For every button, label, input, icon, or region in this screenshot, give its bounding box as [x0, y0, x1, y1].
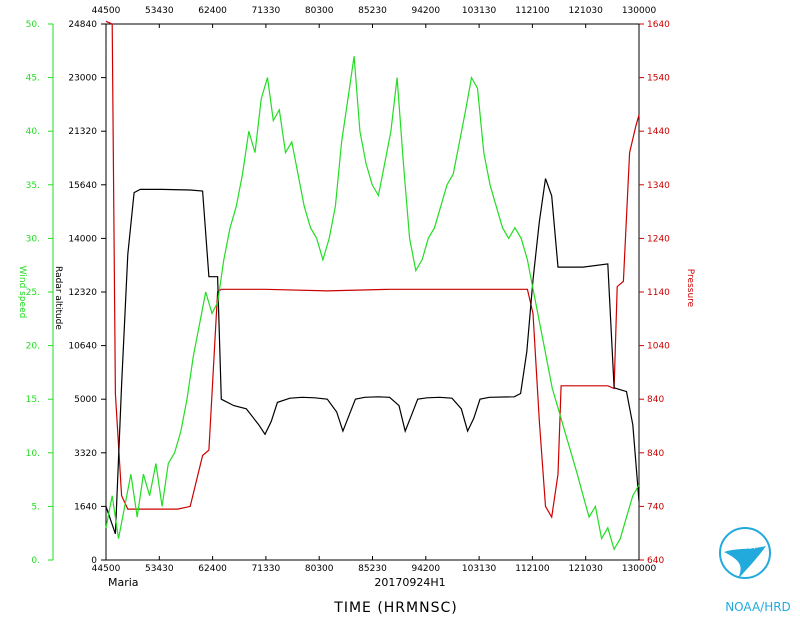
- wind-axis-title: Wind speed: [17, 266, 27, 319]
- wind-tick-label: 50.: [26, 20, 40, 30]
- altitude-tick-label: 21320: [68, 127, 97, 137]
- x-tick-label-bottom: 80300: [305, 564, 334, 574]
- x-tick-label-top: 85230: [358, 6, 387, 16]
- wind-tick-label: 35.: [26, 181, 40, 191]
- x-tick-label-top: 103130: [462, 6, 497, 16]
- pressure-tick-label: 1640: [647, 20, 670, 30]
- altitude-tick-label: 0: [91, 556, 97, 566]
- altitude-tick-label: 10640: [68, 342, 97, 352]
- x-tick-label-bottom: 53430: [145, 564, 174, 574]
- pressure-tick-label: 1540: [647, 74, 670, 84]
- noaa-hrd-label: NOAA/HRD: [725, 600, 791, 614]
- x-tick-label-bottom: 94200: [411, 564, 440, 574]
- altitude-tick-label: 15640: [68, 181, 97, 191]
- series-line-altitude: [105, 178, 640, 535]
- x-tick-label-top: 71330: [252, 6, 281, 16]
- altitude-tick-label: 12320: [68, 288, 97, 298]
- x-tick-label-bottom: 103130: [462, 564, 497, 574]
- x-tick-label-bottom: 121030: [569, 564, 604, 574]
- x-axis-title: TIME (HRMNSC): [333, 600, 457, 616]
- altitude-tick-label: 14000: [68, 234, 97, 244]
- pressure-tick-label: 840: [647, 449, 664, 459]
- tick-layer: 0. 5. 10. 15. 20. 25. 30. 35. 40. 45. 50. 0 1640 3320…: [26, 6, 671, 574]
- wind-tick-label: 30.: [26, 234, 40, 244]
- pressure-tick-label: 1140: [647, 288, 670, 298]
- x-tick-label-bottom: 112100: [515, 564, 550, 574]
- x-tick-label-bottom: 71330: [252, 564, 281, 574]
- pressure-tick-label: 840: [647, 395, 664, 405]
- wind-tick-label: 10.: [26, 449, 40, 459]
- altitude-tick-label: 23000: [68, 74, 97, 84]
- wind-tick-label: 20.: [26, 342, 40, 352]
- altitude-tick-label: 3320: [74, 449, 97, 459]
- altitude-tick-label: 5000: [74, 395, 97, 405]
- noaa-bird-icon: [724, 546, 766, 579]
- wind-tick-label: 0.: [31, 556, 40, 566]
- x-tick-label-top: 94200: [411, 6, 440, 16]
- series-line-wind: [105, 56, 640, 551]
- pressure-tick-label: 1340: [647, 181, 670, 191]
- x-tick-label-top: 80300: [305, 6, 334, 16]
- x-tick-label-bottom: 62400: [198, 564, 227, 574]
- altitude-tick-label: 24840: [68, 20, 97, 30]
- wind-tick-label: 40.: [26, 127, 40, 137]
- x-tick-label-bottom: 85230: [358, 564, 387, 574]
- wind-tick-label: 15.: [26, 395, 40, 405]
- x-tick-label-top: 121030: [569, 6, 604, 16]
- noaa-emblem-icon: [719, 527, 771, 579]
- plot-frame: [105, 23, 640, 561]
- pressure-tick-label: 740: [647, 502, 664, 512]
- pressure-tick-label: 1240: [647, 234, 670, 244]
- pressure-axis-title: Pressure: [685, 269, 695, 308]
- pressure-tick-label: 640: [647, 556, 664, 566]
- x-tick-label-top: 130000: [622, 6, 657, 16]
- x-tick-label-top: 112100: [515, 6, 550, 16]
- noaa-logo: NOAA NOAA/HRD: [719, 527, 791, 614]
- noaa-emblem-text: NOAA: [735, 543, 756, 551]
- x-tick-label-top: 44500: [92, 6, 121, 16]
- x-tick-label-top: 53430: [145, 6, 174, 16]
- altitude-tick-label: 1640: [74, 502, 97, 512]
- x-tick-label-bottom: 130000: [622, 564, 657, 574]
- wind-tick-label: 5.: [31, 502, 40, 512]
- series-line-pressure: [105, 20, 640, 519]
- pressure-tick-label: 1440: [647, 127, 670, 137]
- altitude-axis-title: Radar altitude: [53, 266, 63, 330]
- wind-tick-label: 25.: [26, 288, 40, 298]
- wind-tick-label: 45.: [26, 74, 40, 84]
- x-tick-label-bottom: 44500: [92, 564, 121, 574]
- series-group: [105, 20, 640, 551]
- pressure-tick-label: 1040: [647, 342, 670, 352]
- x-tick-label-top: 62400: [198, 6, 227, 16]
- storm-name: Maria: [108, 576, 139, 589]
- flight-id: 20170924H1: [374, 576, 445, 589]
